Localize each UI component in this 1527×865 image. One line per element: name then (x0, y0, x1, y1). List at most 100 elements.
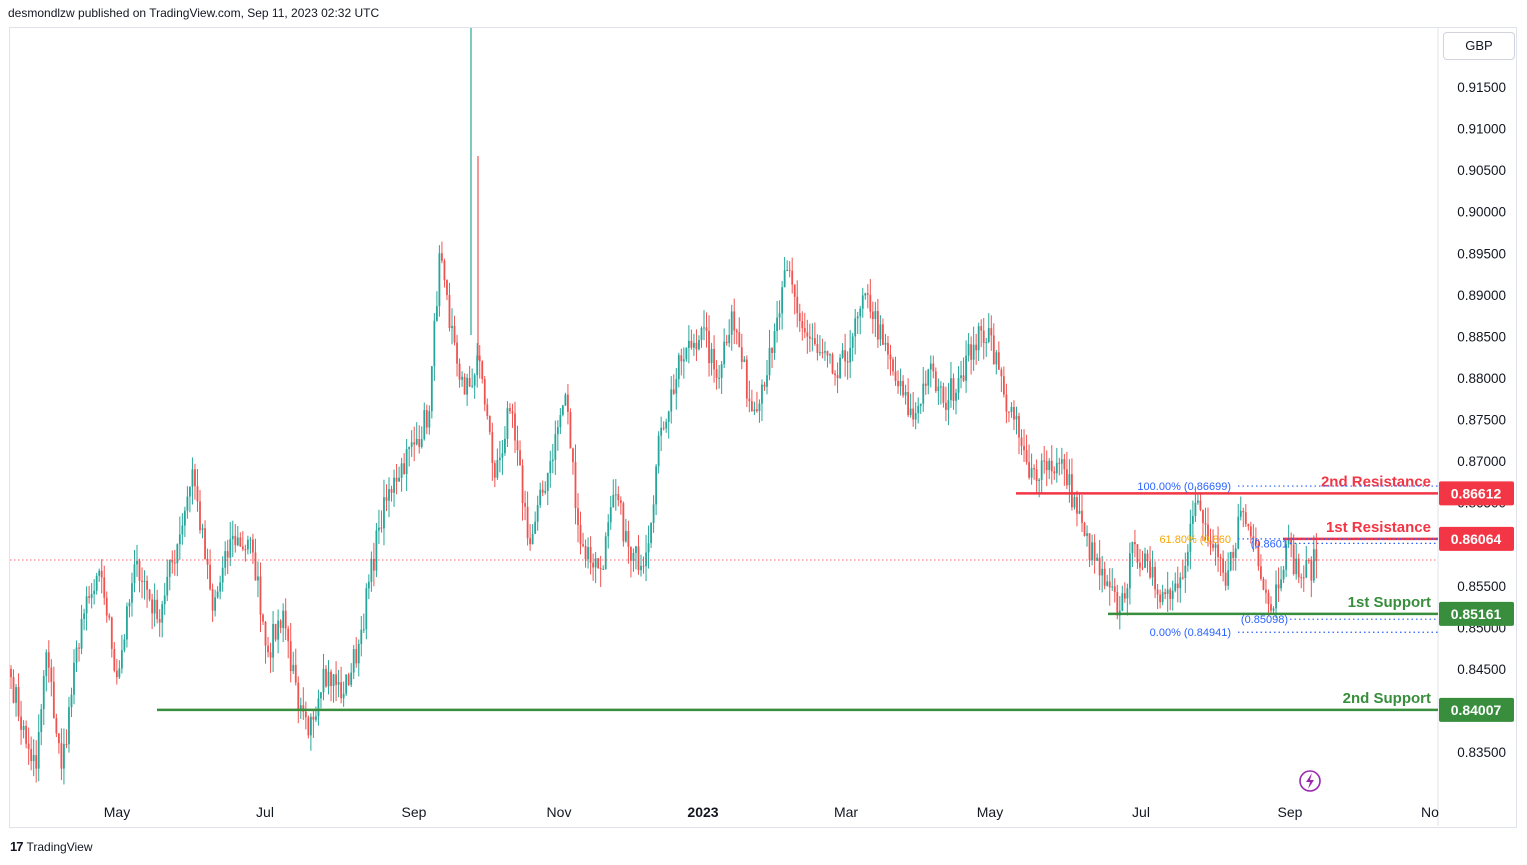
candle-body (1078, 510, 1081, 514)
candle-body (65, 744, 68, 746)
candle-body (1176, 583, 1179, 589)
x-tick-label: Jul (1132, 804, 1150, 820)
candle-body (541, 489, 544, 493)
candle-body (350, 672, 353, 685)
candle-body (524, 503, 526, 507)
candle-body (841, 350, 844, 358)
candle-body (733, 311, 736, 331)
candle-body (1111, 586, 1114, 588)
candle-body (287, 628, 290, 642)
candle-body (577, 508, 579, 526)
candle-body (887, 342, 889, 355)
candle-body (791, 270, 794, 285)
candle-body (315, 716, 317, 720)
candle-body (985, 341, 988, 344)
candle-body (325, 668, 327, 687)
candle-body (236, 537, 239, 546)
candle-body (1136, 544, 1139, 563)
candle-body (713, 348, 715, 370)
candle-body (637, 546, 640, 571)
candle-body (171, 559, 174, 563)
candle-body (498, 457, 501, 461)
candle-body (451, 325, 453, 329)
candle-body (546, 473, 549, 491)
candle-body (1244, 512, 1247, 525)
candle-body (1199, 500, 1202, 510)
candle-body (1257, 544, 1260, 567)
candle-body (216, 591, 219, 598)
candle-body (962, 375, 965, 381)
candle-body (1300, 577, 1303, 579)
candle-body (1237, 516, 1240, 549)
candle-body (1116, 591, 1119, 616)
candle-body (496, 460, 499, 478)
candle-body (1139, 562, 1141, 568)
level-label: 1st Resistance (1326, 519, 1431, 536)
candle-body (559, 414, 562, 428)
candle-body (120, 650, 123, 669)
candle-body (640, 565, 642, 571)
candle-body (161, 604, 164, 623)
candle-body (113, 648, 116, 671)
candle-body (1277, 584, 1280, 589)
x-tick-label: May (104, 804, 130, 820)
candle-body (441, 253, 443, 261)
tradingview-logo[interactable]: 17 TradingView (10, 839, 93, 854)
candle-body (1113, 586, 1116, 592)
candle-body (627, 531, 630, 547)
candle-body (1159, 594, 1162, 603)
candle-body (196, 486, 199, 502)
candle-body (834, 373, 836, 376)
candle-body (708, 330, 710, 364)
candle-body (415, 438, 418, 445)
candle-body (587, 547, 589, 560)
x-tick-label: No (1421, 804, 1439, 820)
candle-body (599, 568, 602, 570)
candle-body (342, 693, 345, 699)
candle-body (176, 544, 179, 564)
candle-body (1214, 544, 1217, 548)
candle-body (347, 674, 350, 685)
candle-body (340, 682, 343, 699)
candle-body (768, 347, 771, 376)
candle-body (15, 687, 17, 703)
candle-body (670, 389, 673, 412)
level-label: 2nd Support (1343, 690, 1431, 707)
candle-body (1156, 589, 1159, 595)
lightning-icon[interactable] (1299, 770, 1321, 792)
candle-body (20, 716, 22, 730)
candle-body (299, 705, 302, 711)
chart-frame[interactable] (9, 27, 1517, 828)
candle-body (748, 398, 751, 402)
candle-body (612, 494, 615, 508)
candle-body (695, 342, 698, 350)
candle-body (723, 341, 726, 365)
level-badges: 0.86612 0.86064 0.85161 0.84007 (1439, 481, 1514, 722)
candle-body (624, 531, 627, 542)
candle-body (194, 469, 196, 487)
candle-body (902, 380, 904, 396)
candle-body (279, 620, 282, 628)
candle-body (700, 328, 703, 341)
candle-body (650, 523, 652, 544)
candle-body (241, 546, 244, 550)
candle-body (796, 296, 799, 314)
candle-body (1018, 415, 1020, 438)
candle-body (1144, 553, 1146, 568)
candle-body (657, 435, 660, 467)
candle-body (413, 442, 416, 445)
level-badge (1439, 481, 1514, 506)
candle-body (335, 674, 337, 685)
candle-body (330, 671, 332, 687)
candle-body (1093, 542, 1096, 561)
candle-body (458, 363, 461, 380)
currency-button[interactable]: GBP (1443, 32, 1515, 60)
candle-body (750, 401, 753, 412)
y-tick-label: 0.90500 (1457, 163, 1506, 178)
candle-body (939, 386, 942, 388)
candle-body (32, 755, 35, 762)
candle-body (1015, 415, 1018, 420)
candle-body (1000, 369, 1003, 377)
candle-body (146, 580, 148, 590)
